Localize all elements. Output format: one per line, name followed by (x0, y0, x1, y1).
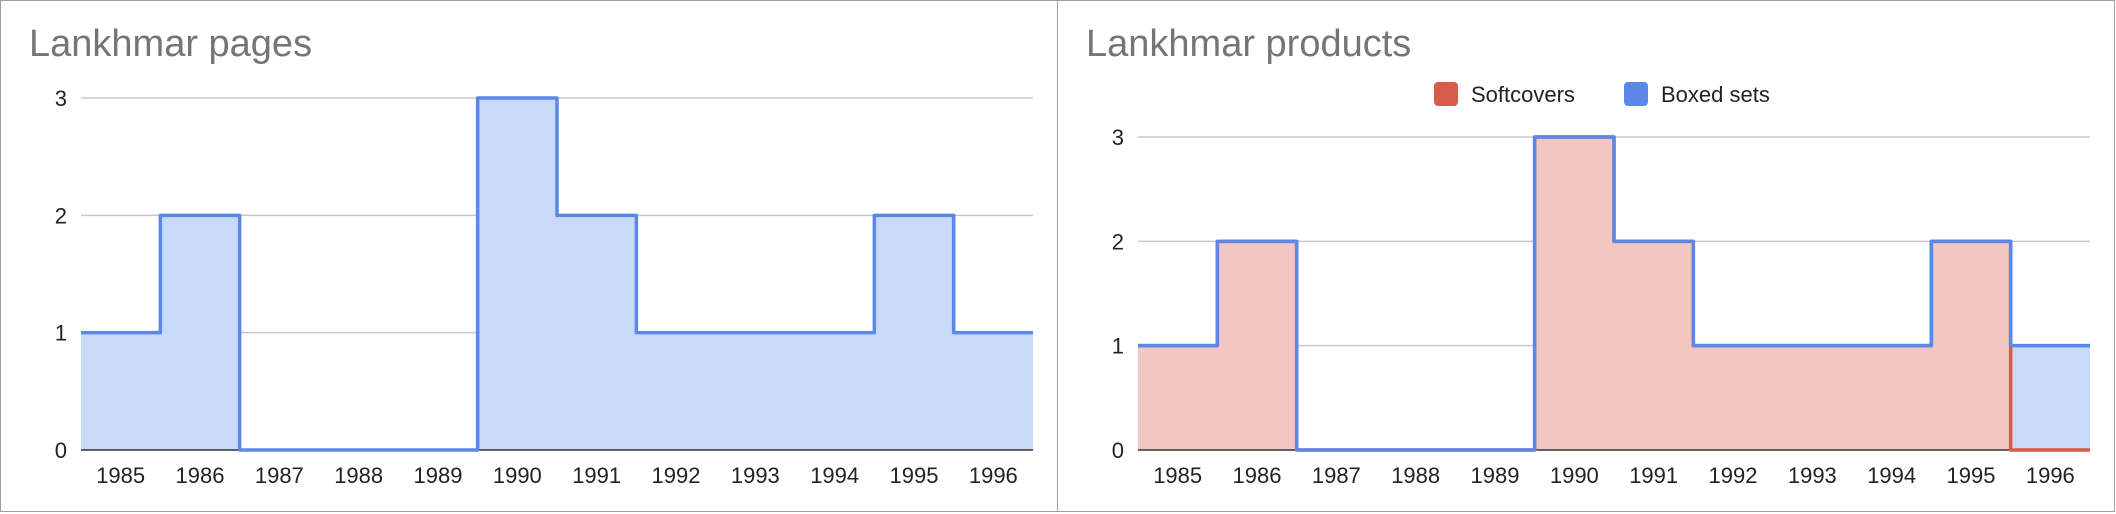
x-tick-label: 1992 (1709, 463, 1758, 488)
x-tick-label: 1987 (255, 463, 304, 488)
pages-chart-svg: 0 1 2 3 1985 1986 1987 1988 1989 1990 1991 1992 1993… (55, 86, 1033, 488)
y-tick-label: 3 (1112, 125, 1124, 150)
x-tick-label: 1987 (1312, 463, 1361, 488)
x-tick-label: 1996 (2026, 463, 2075, 488)
products-chart-panel: Lankhmar products 0 1 2 3 1985 1986 1987 1988 19… (1057, 0, 2115, 512)
x-tick-label: 1989 (414, 463, 463, 488)
series-line-0 (81, 96, 1033, 452)
x-tick-label: 1988 (1391, 463, 1440, 488)
area-fill-softcovers (1138, 137, 2090, 450)
y-tick-label: 2 (1112, 229, 1124, 254)
x-tick-label: 1991 (1629, 463, 1678, 488)
x-tick-label: 1986 (176, 463, 225, 488)
x-tick-label: 1990 (1550, 463, 1599, 488)
x-tick-label: 1994 (810, 463, 859, 488)
x-tick-label: 1985 (1153, 463, 1202, 488)
area-fill-series-0 (81, 98, 1033, 450)
pages-chart-title: Lankhmar pages (29, 23, 313, 65)
x-tick-label: 1988 (334, 463, 383, 488)
series-line-boxed-sets (1138, 135, 2090, 452)
x-tick-label: 1996 (969, 463, 1018, 488)
y-tick-label: 2 (55, 203, 67, 228)
x-tick-label: 1985 (96, 463, 145, 488)
legend-swatch (1434, 82, 1458, 106)
legend-label: Softcovers (1471, 82, 1575, 107)
x-tick-label: 1993 (1788, 463, 1837, 488)
x-tick-label: 1986 (1233, 463, 1282, 488)
legend-label: Boxed sets (1661, 82, 1770, 107)
x-tick-label: 1989 (1471, 463, 1520, 488)
products-chart-title: Lankhmar products (1086, 23, 1412, 65)
products-chart-svg: 0 1 2 3 1985 1986 1987 1988 1989 1990 1991 1992 1993… (1112, 82, 2090, 488)
legend-item-boxed-sets: Boxed sets (1624, 82, 1770, 107)
x-tick-label: 1995 (1947, 463, 1996, 488)
x-tick-label: 1991 (572, 463, 621, 488)
y-tick-label: 3 (55, 86, 67, 111)
pages-chart-panel: Lankhmar pages 0 1 2 3 1985 1986 1987 1988 1989 1… (0, 0, 1058, 512)
y-tick-label: 1 (55, 321, 67, 346)
legend-item-softcovers: Softcovers (1434, 82, 1575, 107)
x-tick-label: 1992 (652, 463, 701, 488)
x-tick-label: 1995 (890, 463, 939, 488)
legend-swatch (1624, 82, 1648, 106)
y-tick-label: 1 (1112, 334, 1124, 359)
x-tick-label: 1993 (731, 463, 780, 488)
y-tick-label: 0 (55, 438, 67, 463)
x-tick-label: 1990 (493, 463, 542, 488)
x-tick-label: 1994 (1867, 463, 1916, 488)
y-tick-label: 0 (1112, 438, 1124, 463)
